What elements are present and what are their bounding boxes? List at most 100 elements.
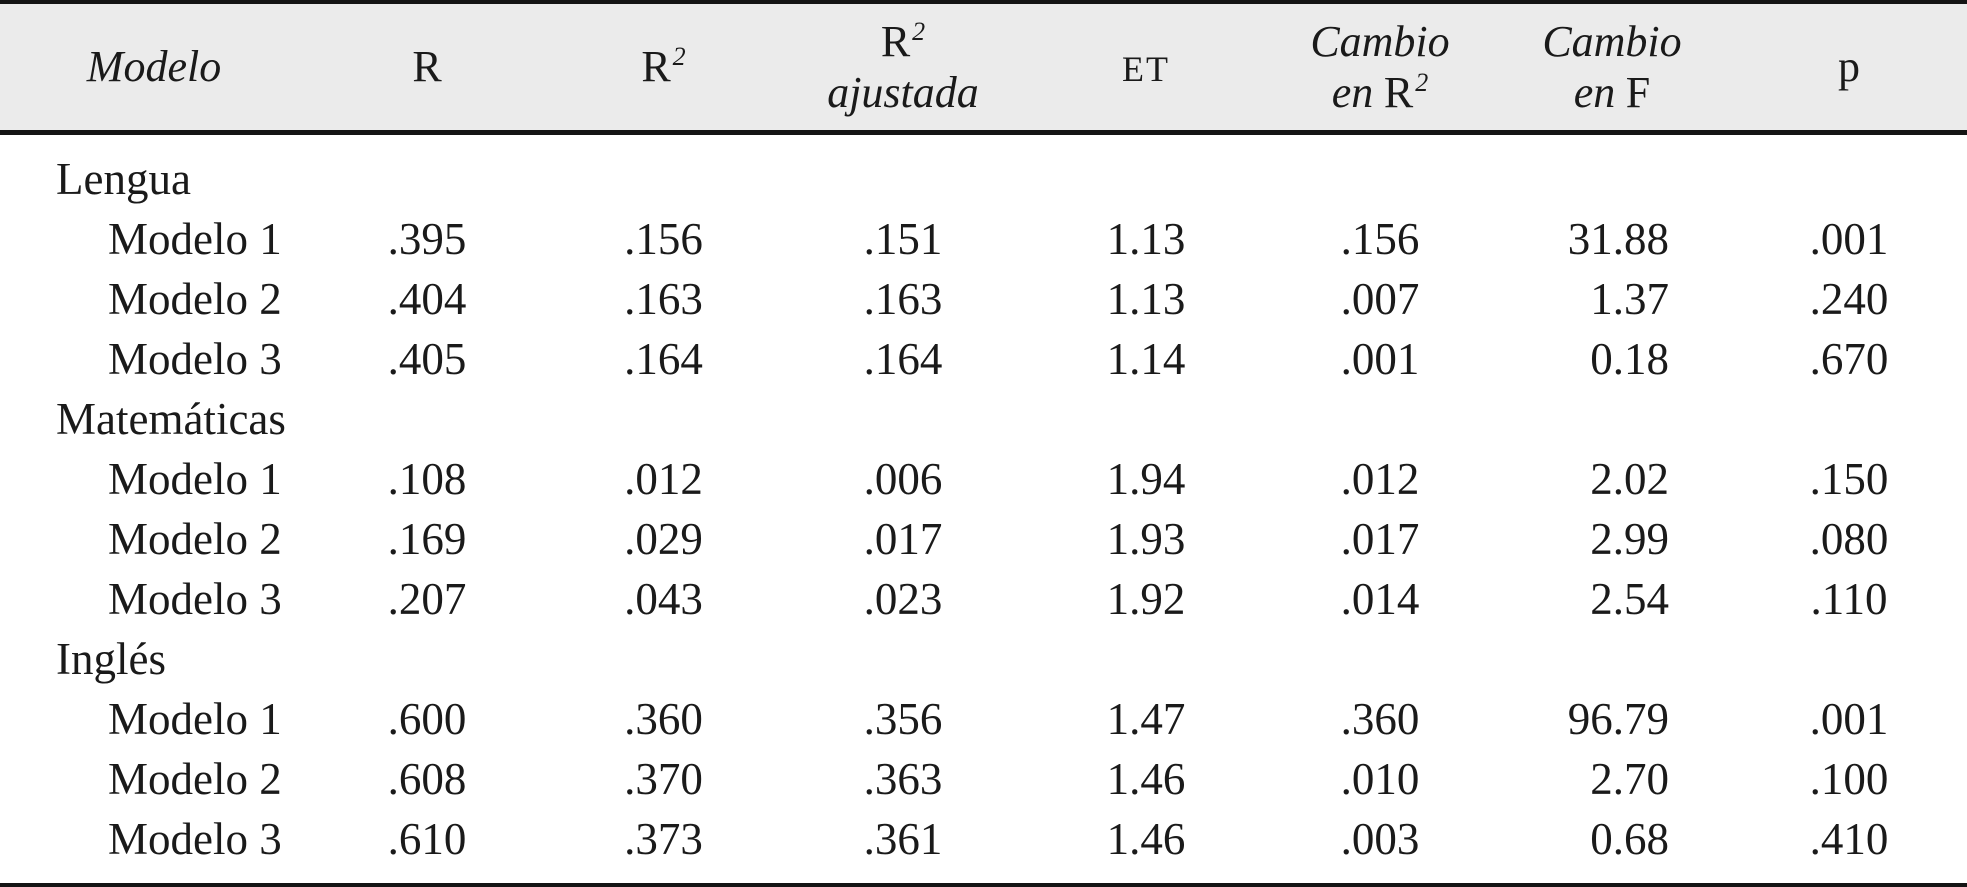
cell-r2: .360 [624,694,703,744]
section-label: Inglés [56,634,166,684]
cell-cambio-f: 2.99 [1590,514,1669,564]
cell-p: .100 [1809,754,1889,804]
cell-r2-ajustada: .017 [863,514,943,564]
header-cambio-en-f: Cambio en F [1493,16,1731,118]
cell-p: .110 [1810,574,1888,624]
cell-p: .670 [1809,334,1889,384]
cell-r2-ajustada: .006 [863,454,943,504]
cell-et: 1.47 [1106,694,1186,744]
row-label: Modelo 1 [108,454,282,504]
header-cambio-en-r2-prefix: en [1331,68,1374,117]
table-row: Modelo 3 .610 .373 .361 1.46 .003 0.68 .… [0,809,1967,869]
cell-et: 1.46 [1106,754,1186,804]
cell-r2-ajustada: .163 [863,274,943,324]
cell-p: .410 [1809,814,1889,864]
cell-et: 1.92 [1106,574,1186,624]
cell-p: .001 [1809,694,1889,744]
cell-cambio-f: 2.02 [1590,454,1669,504]
cell-r: .600 [387,694,467,744]
cell-r2-ajustada: .356 [863,694,943,744]
header-r-squared-sup: 2 [672,42,686,72]
cell-et: 1.13 [1106,274,1186,324]
table-row: Modelo 3 .207 .043 .023 1.92 .014 2.54 .… [0,569,1967,629]
header-r-squared-adjusted-sup: 2 [912,16,926,46]
cell-et: 1.93 [1106,514,1186,564]
cell-cambio-r2: .007 [1340,274,1420,324]
header-et: ET [1025,41,1267,92]
header-r-squared-adjusted-base: R [880,16,911,66]
cell-r: .608 [387,754,467,804]
cell-cambio-r2: .017 [1340,514,1420,564]
header-cambio-en-r2: Cambio en R2 [1267,16,1493,118]
cell-r2-ajustada: .361 [863,814,943,864]
cell-r: .395 [387,214,467,264]
cell-p: .150 [1809,454,1889,504]
section-label: Matemáticas [56,394,286,444]
row-label: Modelo 1 [108,214,282,264]
cell-r2-ajustada: .023 [863,574,943,624]
header-r-squared-label: R2 [641,42,685,91]
cell-r2: .156 [624,214,703,264]
header-cambio-en-r2-base: R [1383,68,1414,117]
header-r-squared-adjusted-line1: R2 [881,16,925,67]
cell-cambio-r2: .010 [1340,754,1420,804]
cell-r2: .043 [624,574,703,624]
cell-cambio-f: 0.68 [1590,814,1669,864]
cell-cambio-r2: .003 [1340,814,1420,864]
header-cambio-en-f-line1: Cambio [1542,16,1682,66]
cell-r: .169 [387,514,467,564]
header-cambio-en-r2-line2: en R2 [1332,67,1428,118]
cell-r: .610 [387,814,467,864]
header-cambio-en-f-base: F [1625,68,1651,117]
table-row: Modelo 1 .600 .360 .356 1.47 .360 96.79 … [0,689,1967,749]
table-row: Modelo 1 .108 .012 .006 1.94 .012 2.02 .… [0,449,1967,509]
table-row: Modelo 2 .169 .029 .017 1.93 .017 2.99 .… [0,509,1967,569]
header-p: p [1731,41,1967,92]
cell-r2: .163 [624,274,703,324]
cell-r: .108 [387,454,467,504]
header-r: R [308,41,546,92]
cell-r2: .164 [624,334,703,384]
cell-et: 1.14 [1106,334,1186,384]
header-modelo-label: Modelo [86,42,222,92]
cell-r2: .373 [624,814,703,864]
table-body: Lengua Modelo 1 .395 .156 .151 1.13 .156… [0,135,1967,869]
cell-cambio-f: 0.18 [1590,334,1669,384]
cell-cambio-f: 1.37 [1590,274,1669,324]
row-label: Modelo 3 [108,574,282,624]
cell-et: 1.94 [1106,454,1186,504]
header-r-squared: R2 [546,41,781,92]
row-label: Modelo 2 [108,274,282,324]
cell-r: .405 [387,334,467,384]
cell-et: 1.46 [1106,814,1186,864]
section-row-matematicas: Matemáticas [0,389,1967,449]
header-et-label: ET [1122,49,1170,90]
cell-p: .001 [1809,214,1889,264]
header-cambio-en-f-line2: en F [1574,67,1651,118]
cell-r: .207 [387,574,467,624]
cell-cambio-f: 2.54 [1590,574,1669,624]
cell-p: .080 [1809,514,1889,564]
header-cambio-en-r2-line1: Cambio [1310,16,1450,66]
header-modelo: Modelo [0,41,308,92]
cell-cambio-r2: .012 [1340,454,1420,504]
cell-r2-ajustada: .164 [863,334,943,384]
cell-r2: .370 [624,754,703,804]
table-row: Modelo 2 .404 .163 .163 1.13 .007 1.37 .… [0,269,1967,329]
cell-cambio-r2: .014 [1340,574,1420,624]
header-r-squared-adjusted-line2: ajustada [827,68,979,117]
row-label: Modelo 1 [108,694,282,744]
header-cambio-en-r2-sup: 2 [1415,68,1429,97]
header-r-squared-adjusted: R2 ajustada [781,16,1025,118]
cell-cambio-f: 96.79 [1567,694,1669,744]
cell-r2-ajustada: .363 [863,754,943,804]
row-label: Modelo 3 [108,334,282,384]
header-p-label: p [1838,42,1860,92]
section-row-ingles: Inglés [0,629,1967,689]
cell-p: .240 [1809,274,1889,324]
section-row-lengua: Lengua [0,149,1967,209]
cell-et: 1.13 [1106,214,1186,264]
section-label: Lengua [56,154,191,204]
